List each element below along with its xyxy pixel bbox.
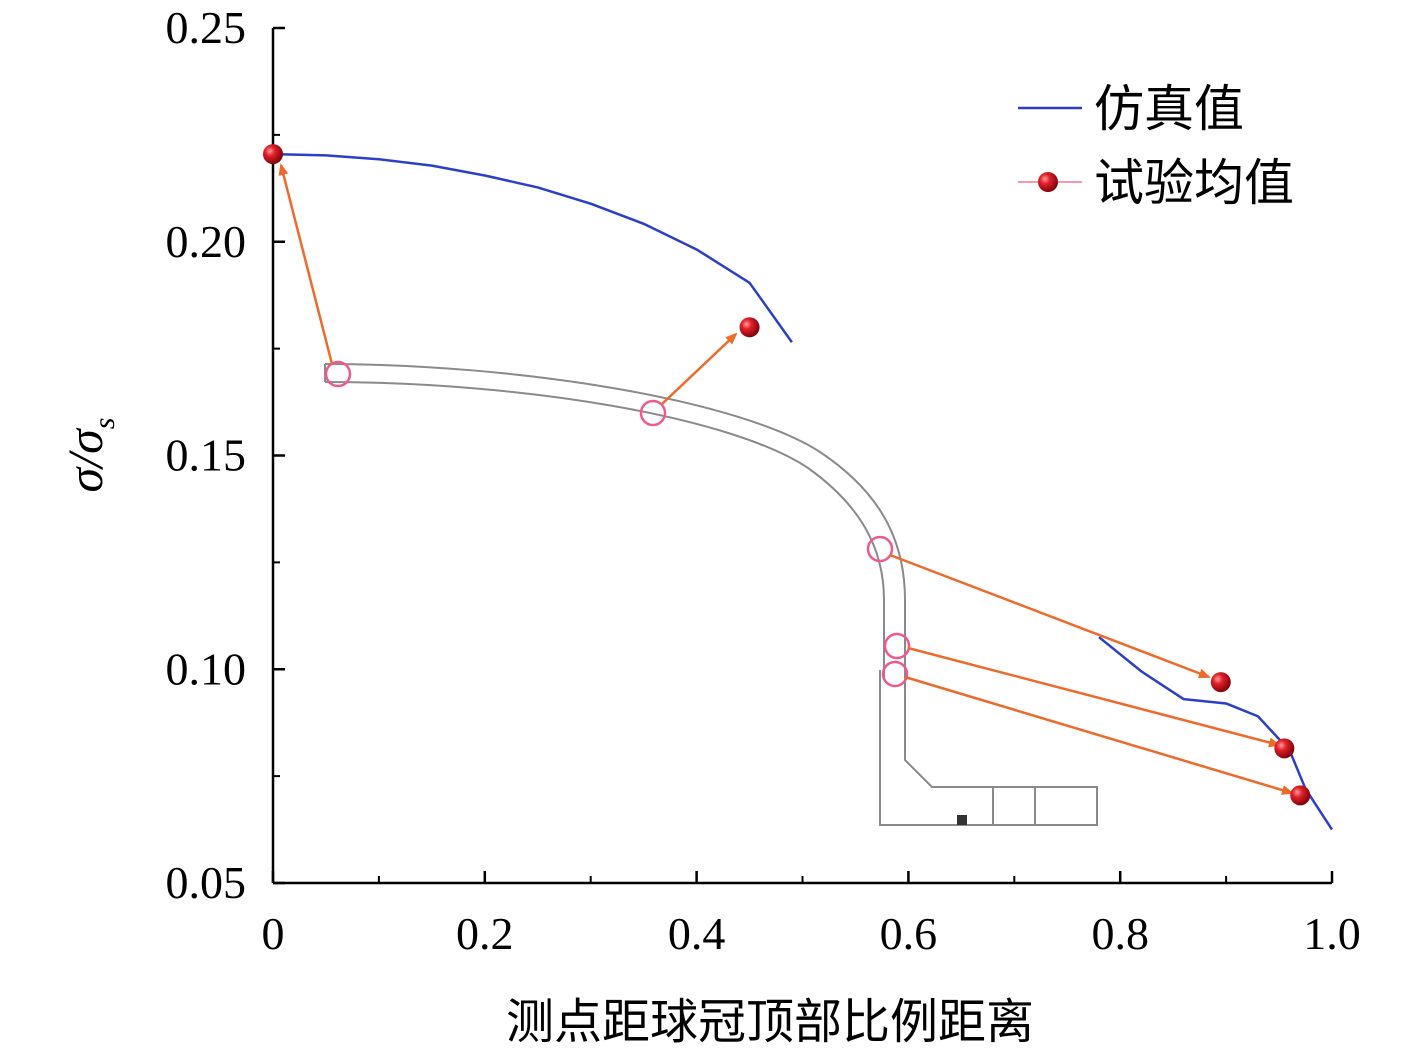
measure-point-circle [881, 660, 909, 688]
series-layer [263, 144, 1334, 831]
x-tick-label: 0.2 [456, 908, 514, 959]
specimen-inner-wall [324, 381, 885, 680]
y-axis-title-sub: s [88, 418, 121, 430]
svg-text:σ/σs: σ/σs [57, 418, 121, 493]
data-point-experiment [1274, 738, 1295, 759]
annotation-arrow [661, 332, 738, 405]
y-tick-label: 0.05 [166, 857, 247, 908]
measure-point-circle [866, 535, 894, 563]
data-point-experiment [1290, 785, 1311, 806]
data-point-experiment [1210, 672, 1231, 693]
x-tick-label: 0.8 [1091, 908, 1149, 959]
data-point-experiment [263, 144, 283, 165]
annotation-arrow [889, 553, 1211, 679]
legend-marker-swatch [1038, 172, 1058, 192]
x-tick-label: 0 [262, 908, 285, 959]
annotation-arrow [907, 646, 1281, 748]
legend-label-simulation: 仿真值 [1094, 80, 1244, 138]
y-axis-title: σ/σs [57, 418, 121, 493]
series-line-simulation [272, 152, 793, 343]
data-point-experiment [739, 317, 760, 338]
x-tick-label: 1.0 [1303, 908, 1361, 959]
axes: 0 0.2 0.4 0.6 0.8 1.0 0.05 0.10 0.15 0.20 0.25 [166, 2, 1361, 959]
y-tick-label: 0.10 [166, 643, 247, 694]
annotation-arrow [278, 163, 334, 365]
annotation-arrows [278, 163, 1294, 795]
specimen-marker [957, 815, 967, 825]
measure-point-circle [883, 632, 911, 660]
x-tick-label: 0.4 [668, 908, 726, 959]
legend-label-experiment: 试验均值 [1094, 154, 1294, 212]
y-axis-title-main: σ/σ [57, 427, 113, 493]
y-tick-label: 0.20 [166, 216, 247, 267]
x-tick-label: 0.6 [880, 908, 938, 959]
annotation-arrow [904, 675, 1294, 795]
series-line-simulation [1098, 636, 1334, 831]
specimen-outer-wall [324, 363, 1098, 826]
y-tick-label: 0.15 [166, 430, 247, 481]
measure-point-circle [639, 399, 667, 427]
measure-point-circle [324, 360, 352, 388]
y-tick-label: 0.25 [166, 2, 247, 53]
specimen-sketch [324, 360, 1098, 826]
x-axis-title: 测点距球冠顶部比例距离 [506, 994, 1034, 1050]
